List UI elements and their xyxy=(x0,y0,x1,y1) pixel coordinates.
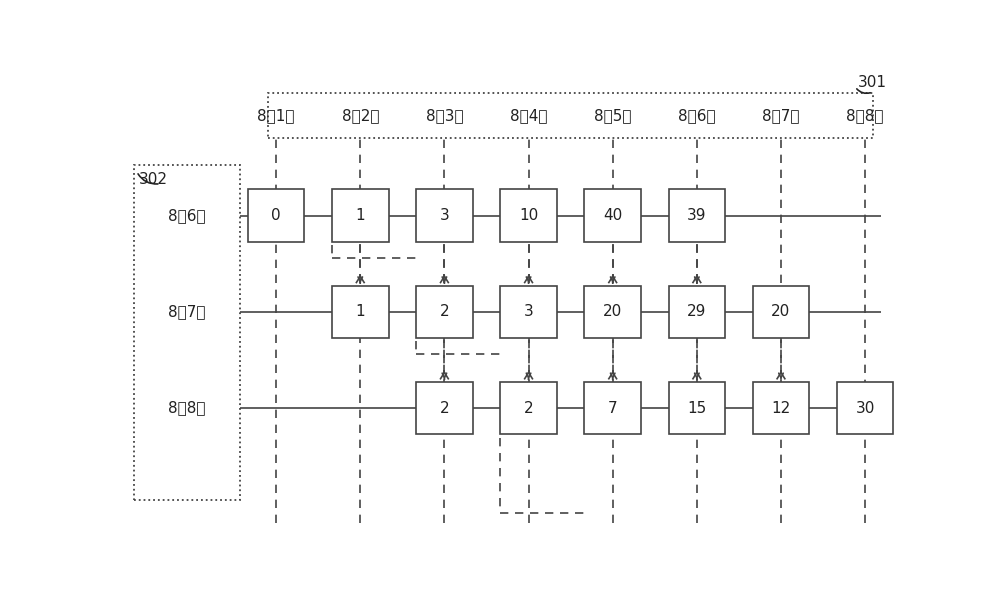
Text: 20: 20 xyxy=(771,305,791,320)
Text: 8月6日: 8月6日 xyxy=(168,208,206,223)
Bar xyxy=(669,286,725,339)
Bar xyxy=(500,382,557,434)
Bar xyxy=(669,382,725,434)
Bar xyxy=(332,286,389,339)
Bar xyxy=(268,93,873,138)
Text: 10: 10 xyxy=(519,208,538,223)
Text: 2: 2 xyxy=(440,305,449,320)
Text: 8月8日: 8月8日 xyxy=(168,400,206,416)
Text: 1: 1 xyxy=(355,208,365,223)
Text: 3: 3 xyxy=(524,305,533,320)
Bar xyxy=(416,382,473,434)
Text: 8月3日: 8月3日 xyxy=(426,108,463,123)
Text: 15: 15 xyxy=(687,400,706,416)
Text: 8月8日: 8月8日 xyxy=(846,108,884,123)
Text: 0: 0 xyxy=(271,208,281,223)
Bar xyxy=(753,382,809,434)
Bar xyxy=(500,286,557,339)
Bar xyxy=(753,286,809,339)
Text: 2: 2 xyxy=(524,400,533,416)
Text: 8月4日: 8月4日 xyxy=(510,108,547,123)
Text: 30: 30 xyxy=(855,400,875,416)
Text: 302: 302 xyxy=(139,171,168,187)
Text: 8月7日: 8月7日 xyxy=(762,108,800,123)
Bar xyxy=(584,286,641,339)
Text: 8月7日: 8月7日 xyxy=(168,305,206,320)
Text: 8月1日: 8月1日 xyxy=(257,108,295,123)
Text: 8月5日: 8月5日 xyxy=(594,108,631,123)
Text: 8月6日: 8月6日 xyxy=(678,108,716,123)
Bar xyxy=(669,189,725,242)
Text: 20: 20 xyxy=(603,305,622,320)
Bar xyxy=(416,189,473,242)
Text: 39: 39 xyxy=(687,208,707,223)
Text: 8月2日: 8月2日 xyxy=(342,108,379,123)
Bar xyxy=(248,189,304,242)
Bar xyxy=(416,286,473,339)
Text: 12: 12 xyxy=(771,400,791,416)
Text: 40: 40 xyxy=(603,208,622,223)
Bar xyxy=(584,189,641,242)
Bar xyxy=(134,165,240,500)
Bar xyxy=(332,189,389,242)
Text: 3: 3 xyxy=(440,208,449,223)
Text: 2: 2 xyxy=(440,400,449,416)
Text: 7: 7 xyxy=(608,400,618,416)
Bar xyxy=(500,189,557,242)
Bar xyxy=(584,382,641,434)
Text: 1: 1 xyxy=(355,305,365,320)
Text: 29: 29 xyxy=(687,305,707,320)
Bar xyxy=(837,382,893,434)
Text: 301: 301 xyxy=(857,76,886,90)
